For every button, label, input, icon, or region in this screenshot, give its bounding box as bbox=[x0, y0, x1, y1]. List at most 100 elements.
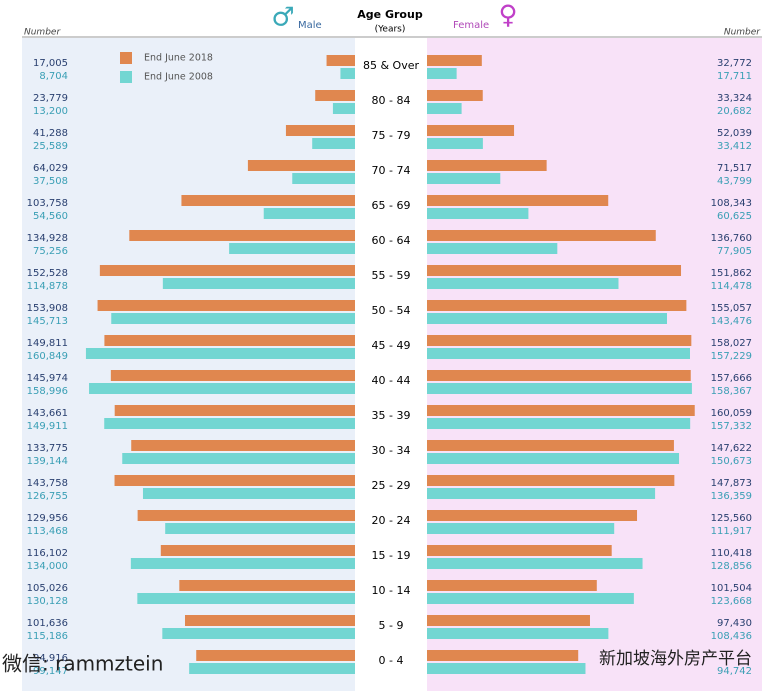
female-bar bbox=[427, 593, 634, 604]
female-bar bbox=[427, 265, 682, 276]
female-bar bbox=[427, 405, 695, 416]
female-bar bbox=[427, 55, 482, 66]
male-bar bbox=[247, 160, 355, 171]
male-bar bbox=[110, 370, 355, 381]
male-value-label: 149,811 bbox=[27, 338, 68, 349]
age-group-label: 60 - 64 bbox=[372, 234, 411, 247]
female-value-label: 32,772 bbox=[717, 58, 752, 69]
male-value-label: 129,956 bbox=[27, 513, 68, 524]
age-group-label: 20 - 24 bbox=[372, 514, 411, 527]
male-bar bbox=[129, 230, 355, 241]
male-bar bbox=[89, 383, 355, 394]
female-bar bbox=[427, 195, 609, 206]
female-value-label: 97,430 bbox=[717, 618, 752, 629]
female-value-label: 71,517 bbox=[717, 163, 752, 174]
female-value-label: 111,917 bbox=[711, 526, 752, 537]
female-bar bbox=[427, 160, 547, 171]
female-value-label: 52,039 bbox=[717, 128, 752, 139]
male-bar bbox=[162, 628, 355, 639]
male-value-label: 139,144 bbox=[27, 456, 68, 467]
male-bar bbox=[137, 510, 355, 521]
female-bar bbox=[427, 453, 680, 464]
female-value-label: 114,478 bbox=[711, 281, 752, 292]
male-bar bbox=[131, 440, 355, 451]
male-bar bbox=[160, 545, 355, 556]
female-bar bbox=[427, 523, 615, 534]
age-group-label: 35 - 39 bbox=[372, 409, 411, 422]
male-value-label: 113,468 bbox=[27, 526, 68, 537]
legend-swatch bbox=[120, 52, 132, 64]
male-bar bbox=[114, 475, 355, 486]
age-group-label: 5 - 9 bbox=[379, 619, 404, 632]
female-value-label: 60,625 bbox=[717, 211, 752, 222]
male-value-label: 105,026 bbox=[27, 583, 68, 594]
male-value-label: 126,755 bbox=[27, 491, 68, 502]
male-value-label: 158,996 bbox=[27, 386, 68, 397]
female-value-label: 20,682 bbox=[717, 106, 752, 117]
female-value-label: 101,504 bbox=[711, 583, 752, 594]
male-bar bbox=[229, 243, 355, 254]
female-value-label: 125,560 bbox=[711, 513, 752, 524]
male-bar bbox=[292, 173, 355, 184]
female-bar bbox=[427, 580, 597, 591]
male-value-label: 149,911 bbox=[27, 421, 68, 432]
age-group-label: 0 - 4 bbox=[379, 654, 404, 667]
female-bar bbox=[427, 335, 692, 346]
female-bar bbox=[427, 558, 643, 569]
male-bar bbox=[142, 488, 355, 499]
male-bar bbox=[326, 55, 355, 66]
female-bar bbox=[427, 208, 529, 219]
female-bar bbox=[427, 663, 586, 674]
female-value-label: 136,359 bbox=[711, 491, 752, 502]
male-value-label: 115,186 bbox=[27, 631, 68, 642]
female-value-label: 33,412 bbox=[717, 141, 752, 152]
male-bar bbox=[263, 208, 355, 219]
female-value-label: 157,229 bbox=[711, 351, 752, 362]
male-symbol: ♂ bbox=[271, 3, 294, 33]
chart-title: Age Group bbox=[357, 8, 423, 21]
male-value-label: 143,661 bbox=[27, 408, 68, 419]
watermark: 微信: rammztein bbox=[2, 652, 163, 676]
female-value-label: 143,476 bbox=[711, 316, 752, 327]
age-group-label: 55 - 59 bbox=[372, 269, 411, 282]
female-value-label: 43,799 bbox=[717, 176, 752, 187]
male-value-label: 23,779 bbox=[33, 93, 68, 104]
male-value-label: 64,029 bbox=[33, 163, 68, 174]
female-value-label: 33,324 bbox=[717, 93, 752, 104]
female-value-label: 157,332 bbox=[711, 421, 752, 432]
male-value-label: 143,758 bbox=[27, 478, 68, 489]
female-label: Female bbox=[453, 20, 489, 31]
female-bar bbox=[427, 615, 590, 626]
female-value-label: 155,057 bbox=[711, 303, 752, 314]
age-group-label: 40 - 44 bbox=[372, 374, 411, 387]
legend-label: End June 2008 bbox=[144, 72, 213, 83]
male-value-label: 160,849 bbox=[27, 351, 68, 362]
female-bar bbox=[427, 628, 609, 639]
chart-subtitle: (Years) bbox=[375, 25, 406, 35]
male-bar bbox=[184, 615, 355, 626]
male-bar bbox=[332, 103, 355, 114]
male-value-label: 8,704 bbox=[39, 71, 68, 82]
male-value-label: 101,636 bbox=[27, 618, 68, 629]
female-value-label: 128,856 bbox=[711, 561, 752, 572]
male-bar bbox=[122, 453, 356, 464]
female-bar bbox=[427, 510, 638, 521]
male-value-label: 152,528 bbox=[27, 268, 68, 279]
male-bar bbox=[97, 300, 355, 311]
female-symbol: ♀ bbox=[498, 1, 517, 31]
male-bar bbox=[114, 405, 355, 416]
male-value-label: 114,878 bbox=[27, 281, 68, 292]
female-value-label: 108,436 bbox=[711, 631, 752, 642]
male-value-label: 37,508 bbox=[33, 176, 68, 187]
age-group-label: 25 - 29 bbox=[372, 479, 411, 492]
male-value-label: 153,908 bbox=[27, 303, 68, 314]
female-bar bbox=[427, 125, 515, 136]
male-bar bbox=[137, 593, 355, 604]
female-value-label: 147,622 bbox=[711, 443, 752, 454]
female-bar bbox=[427, 138, 483, 149]
female-bar bbox=[427, 475, 675, 486]
female-bar bbox=[427, 348, 691, 359]
female-value-label: 136,760 bbox=[711, 233, 752, 244]
female-bar bbox=[427, 300, 687, 311]
